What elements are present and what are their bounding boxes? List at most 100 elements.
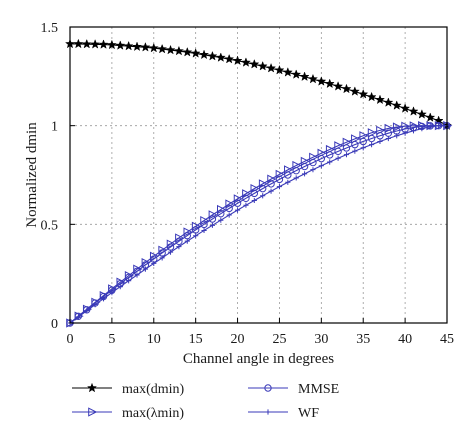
- data-point-max-dmin: [341, 83, 352, 94]
- series-max-lambda-min: [66, 121, 453, 328]
- data-point-mmse: [292, 166, 300, 175]
- data-point-wf: [209, 222, 216, 228]
- legend-marker: [86, 382, 98, 393]
- data-point-wf: [402, 130, 408, 136]
- data-point-wf: [100, 296, 107, 302]
- data-point-max-dmin: [90, 39, 101, 49]
- data-point-max-dmin: [224, 53, 235, 64]
- data-point-mmse: [250, 189, 259, 198]
- data-point-max-lambda-min: [233, 194, 243, 204]
- data-point-max-dmin: [299, 71, 310, 82]
- x-tick-label: 35: [356, 332, 370, 347]
- data-point-wf: [251, 197, 257, 204]
- data-point-max-dmin: [232, 55, 243, 66]
- data-point-wf: [226, 212, 232, 218]
- data-point-mmse: [300, 162, 309, 171]
- data-point-wf: [92, 302, 98, 308]
- legend-marker: [88, 407, 98, 417]
- data-point-wf: [176, 244, 182, 250]
- series-line-mmse: [69, 125, 447, 324]
- data-point-mmse: [342, 144, 351, 152]
- data-point-max-dmin: [349, 86, 360, 96]
- data-point-max-dmin: [324, 78, 335, 89]
- data-point-wf: [419, 126, 425, 132]
- x-tick-label: 40: [398, 332, 412, 347]
- data-point-max-lambda-min: [225, 199, 235, 209]
- data-point-wf: [184, 238, 190, 244]
- data-point-max-dmin: [73, 38, 84, 49]
- legend-label-max-lambda-min: max(λmin): [122, 406, 184, 421]
- data-point-wf: [109, 290, 115, 296]
- data-point-max-lambda-min: [200, 215, 210, 226]
- data-point-wf: [310, 167, 316, 173]
- data-point-mmse: [217, 209, 225, 218]
- data-point-mmse: [233, 199, 242, 207]
- data-point-wf: [260, 193, 266, 199]
- legend: max(dmin) max(λmin) MMSE WF: [72, 382, 339, 421]
- data-point-max-dmin: [182, 46, 193, 57]
- data-point-max-lambda-min: [367, 128, 377, 138]
- data-point-wf: [318, 163, 324, 169]
- data-point-mmse: [267, 180, 275, 188]
- y-tick-label: 0.5: [41, 218, 59, 233]
- legend-entry-max-lambda-min: max(λmin): [72, 406, 184, 421]
- data-point-wf: [335, 155, 341, 161]
- legend-marker: [264, 384, 272, 392]
- data-point-max-dmin: [173, 45, 184, 56]
- data-point-wf: [410, 128, 417, 134]
- legend-entry-wf: WF: [248, 406, 319, 421]
- series-line-max-lambda-min: [69, 125, 447, 324]
- data-point-mmse: [326, 151, 334, 159]
- data-point-mmse: [367, 134, 376, 143]
- data-point-max-lambda-min: [217, 204, 227, 215]
- x-tick-label: 25: [272, 332, 286, 347]
- grid: [70, 27, 447, 323]
- data-point-wf: [276, 184, 283, 190]
- axis-ticks: 0 5 10 15 20 25 30 35 40 45 0 0.5 1 1.5: [41, 21, 455, 347]
- data-point-max-dmin: [240, 57, 252, 67]
- data-point-wf: [167, 249, 174, 255]
- legend-swatch-wf: [248, 409, 288, 415]
- data-point-max-dmin: [198, 49, 210, 60]
- data-point-wf: [134, 272, 140, 278]
- legend-entry-mmse: MMSE: [248, 382, 339, 397]
- y-tick-label: 1: [51, 120, 58, 135]
- data-point-wf: [218, 217, 224, 223]
- data-point-max-dmin: [291, 69, 302, 79]
- y-tick-label: 1.5: [41, 21, 59, 36]
- data-point-wf: [293, 175, 299, 181]
- legend-entry-max-dmin: max(dmin): [72, 382, 185, 397]
- data-point-wf: [327, 159, 333, 165]
- data-point-mmse: [191, 226, 200, 234]
- legend-swatch-mmse: [248, 384, 288, 392]
- legend-label-mmse: MMSE: [298, 382, 339, 397]
- legend-marker: [265, 409, 271, 415]
- data-point-max-dmin: [98, 39, 109, 49]
- series-mmse: [66, 121, 451, 327]
- data-point-max-dmin: [157, 43, 168, 54]
- data-point-mmse: [351, 140, 359, 149]
- data-point-wf: [268, 188, 274, 194]
- data-point-mmse: [317, 154, 326, 163]
- series-layer: [64, 38, 453, 328]
- legend-label-wf: WF: [298, 406, 319, 421]
- data-point-max-dmin: [274, 64, 285, 75]
- x-axis-label: Channel angle in degrees: [183, 351, 334, 367]
- data-point-max-lambda-min: [392, 122, 403, 132]
- data-point-mmse: [258, 184, 267, 193]
- data-point-max-dmin: [383, 97, 394, 107]
- data-point-max-lambda-min: [351, 134, 361, 144]
- series-line-max-dmin: [70, 43, 448, 127]
- data-point-wf: [75, 314, 81, 320]
- data-point-mmse: [225, 204, 233, 213]
- data-point-max-dmin: [140, 42, 151, 52]
- data-point-wf: [84, 308, 90, 314]
- data-point-mmse: [275, 175, 284, 184]
- data-point-wf: [234, 207, 241, 213]
- data-point-wf: [243, 202, 249, 208]
- data-point-max-dmin: [207, 50, 218, 61]
- data-point-wf: [159, 255, 165, 261]
- data-point-max-dmin: [358, 88, 369, 99]
- data-point-mmse: [309, 158, 317, 167]
- data-point-wf: [369, 142, 375, 148]
